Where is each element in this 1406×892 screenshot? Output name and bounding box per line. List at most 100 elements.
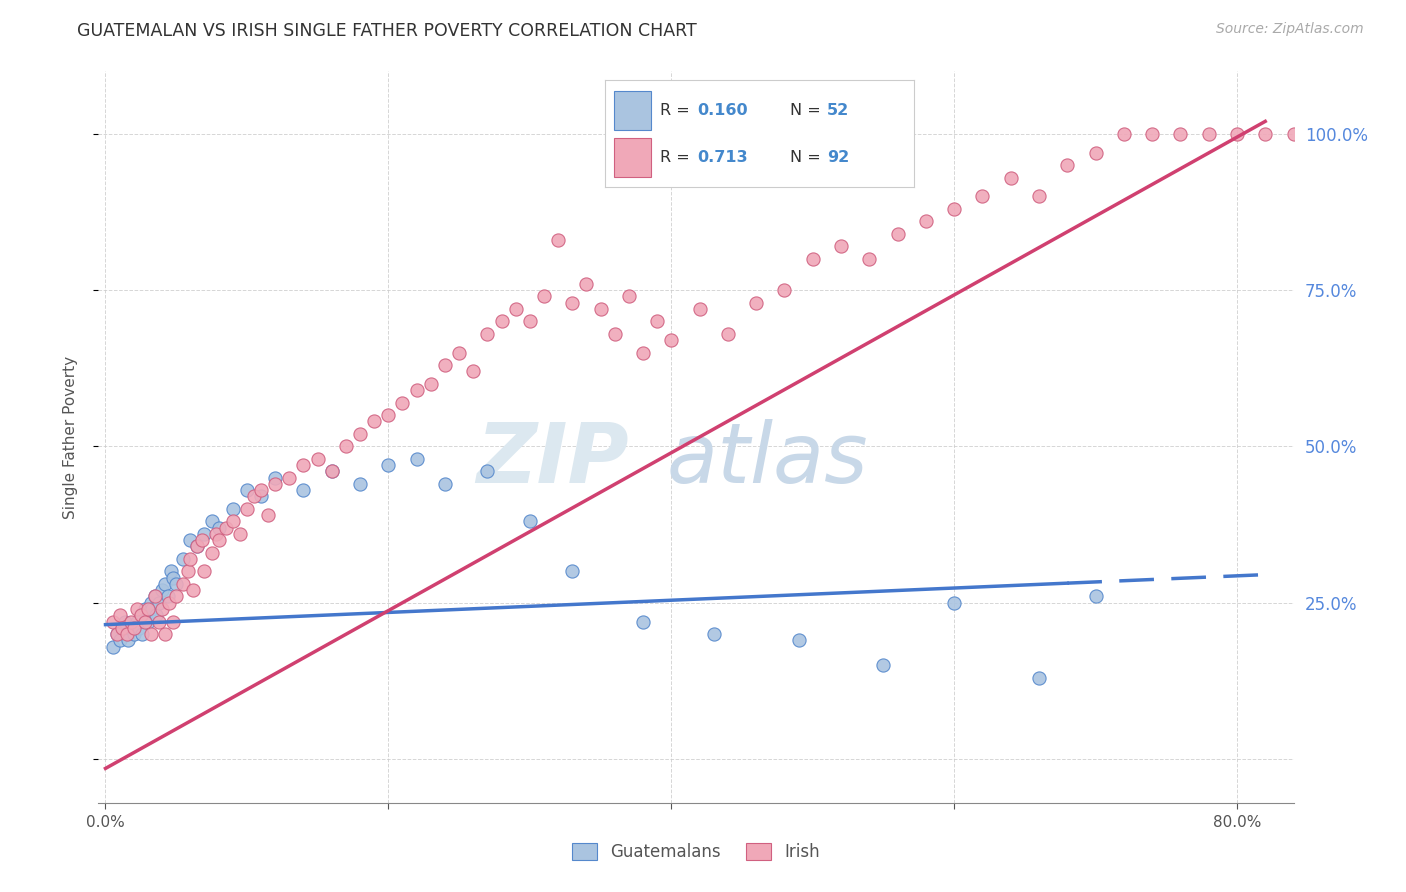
Text: N =: N =: [790, 103, 827, 118]
Point: [108, 633, 131, 648]
Point: [491, 314, 513, 328]
Text: N =: N =: [790, 150, 827, 165]
Point: [1112, 127, 1135, 141]
Point: [114, 615, 136, 629]
Point: [148, 596, 170, 610]
Point: [377, 458, 399, 473]
Point: [172, 552, 194, 566]
Point: [405, 383, 427, 397]
Point: [129, 608, 152, 623]
Text: GUATEMALAN VS IRISH SINGLE FATHER POVERTY CORRELATION CHART: GUATEMALAN VS IRISH SINGLE FATHER POVERT…: [77, 22, 697, 40]
Point: [215, 521, 238, 535]
Point: [105, 627, 128, 641]
Point: [200, 515, 222, 529]
Point: [150, 583, 173, 598]
Point: [165, 590, 187, 604]
Point: [165, 577, 187, 591]
Point: [1339, 127, 1361, 141]
Text: R =: R =: [661, 103, 695, 118]
Point: [575, 277, 598, 291]
Point: [143, 590, 166, 604]
Point: [136, 602, 159, 616]
Point: [617, 289, 640, 303]
Point: [1028, 671, 1050, 685]
Point: [645, 314, 668, 328]
Point: [321, 465, 343, 479]
Point: [250, 483, 273, 498]
Point: [1028, 189, 1050, 203]
Point: [101, 640, 124, 654]
Point: [143, 590, 166, 604]
Point: [943, 596, 966, 610]
Point: [1310, 127, 1333, 141]
Text: 52: 52: [827, 103, 849, 118]
Point: [200, 546, 222, 560]
Point: [519, 314, 541, 328]
Point: [156, 590, 179, 604]
Point: [122, 621, 145, 635]
Point: [561, 565, 583, 579]
Point: [477, 465, 499, 479]
Point: [1198, 127, 1220, 141]
Point: [335, 440, 357, 454]
Point: [505, 301, 527, 316]
Point: [179, 552, 201, 566]
Point: [745, 295, 768, 310]
Point: [943, 202, 966, 216]
Point: [122, 627, 145, 641]
Point: [141, 602, 163, 616]
Point: [717, 326, 740, 341]
Point: [162, 615, 184, 629]
Point: [172, 577, 194, 591]
Point: [236, 502, 259, 516]
Point: [190, 533, 212, 548]
Point: [222, 502, 245, 516]
Text: R =: R =: [661, 150, 695, 165]
Point: [108, 608, 131, 623]
Point: [139, 596, 162, 610]
Point: [703, 627, 725, 641]
Point: [914, 214, 936, 228]
Point: [433, 358, 456, 372]
Point: [134, 602, 156, 616]
Point: [589, 301, 612, 316]
Point: [148, 615, 170, 629]
Point: [105, 627, 128, 641]
Text: Source: ZipAtlas.com: Source: ZipAtlas.com: [1216, 22, 1364, 37]
Text: ZIP: ZIP: [477, 418, 628, 500]
Point: [1140, 127, 1163, 141]
Point: [150, 602, 173, 616]
Point: [136, 615, 159, 629]
Point: [264, 477, 287, 491]
Point: [145, 608, 167, 623]
Point: [477, 326, 499, 341]
Point: [659, 333, 682, 347]
Point: [533, 289, 555, 303]
Text: 0.160: 0.160: [697, 103, 748, 118]
Point: [1226, 127, 1249, 141]
Point: [972, 189, 994, 203]
Point: [349, 426, 371, 441]
Point: [547, 233, 569, 247]
Point: [631, 345, 654, 359]
Point: [181, 583, 204, 598]
Text: 0.713: 0.713: [697, 150, 748, 165]
Point: [1282, 127, 1305, 141]
Legend: Guatemalans, Irish: Guatemalans, Irish: [565, 836, 827, 868]
Point: [186, 540, 208, 554]
Point: [561, 295, 583, 310]
Point: [292, 483, 315, 498]
Point: [349, 477, 371, 491]
Point: [129, 608, 152, 623]
Point: [405, 452, 427, 467]
Point: [787, 633, 810, 648]
Point: [117, 633, 139, 648]
Point: [292, 458, 315, 473]
FancyBboxPatch shape: [614, 91, 651, 129]
Point: [603, 326, 626, 341]
Y-axis label: Single Father Poverty: Single Father Poverty: [63, 356, 77, 518]
Point: [1000, 170, 1022, 185]
Point: [193, 565, 215, 579]
Point: [204, 527, 226, 541]
Point: [115, 627, 138, 641]
